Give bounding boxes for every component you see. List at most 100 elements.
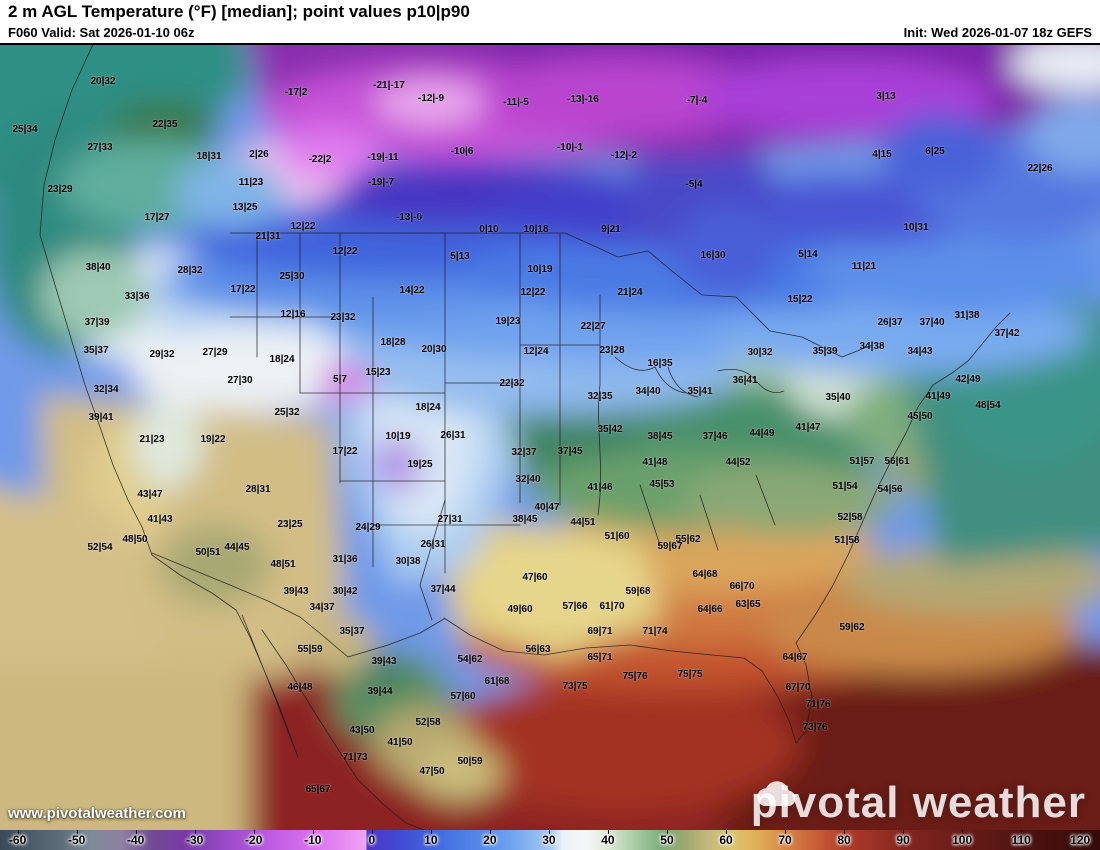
- point-value: 18|24: [415, 402, 441, 413]
- point-value: -19|-7: [367, 177, 395, 188]
- point-value: 49|60: [507, 604, 533, 615]
- point-value: 26|31: [440, 430, 466, 441]
- point-value: 51|54: [832, 481, 858, 492]
- point-value: 44|45: [224, 542, 250, 553]
- point-value: -19|-11: [367, 152, 399, 163]
- point-value: 31|38: [954, 310, 980, 321]
- colorbar-tickmark: [607, 830, 609, 834]
- map-borders: [39, 45, 1011, 830]
- point-value: 6|25: [925, 146, 945, 157]
- point-value: 30|42: [332, 586, 358, 597]
- point-value: 37|40: [919, 317, 945, 328]
- point-value: 22|32: [499, 378, 525, 389]
- point-value: 40|47: [534, 502, 560, 513]
- point-value: 55|59: [297, 644, 323, 655]
- colorbar-tick-label: 90: [896, 833, 910, 847]
- point-value: 61|68: [484, 676, 510, 687]
- colorbar-tickmark: [371, 830, 373, 834]
- point-value: 32|37: [511, 447, 537, 458]
- point-value: 51|60: [604, 531, 630, 542]
- point-value: 44|51: [570, 517, 596, 528]
- point-value: -13|-16: [567, 94, 599, 105]
- point-value: 26|37: [877, 317, 903, 328]
- point-value: -12|-9: [417, 93, 445, 104]
- point-value: 41|43: [147, 514, 173, 525]
- point-value: 24|29: [355, 522, 381, 533]
- point-value: 22|26: [1027, 163, 1053, 174]
- point-value: 19|23: [495, 316, 521, 327]
- point-value: 59|67: [657, 541, 683, 552]
- point-value: 0|10: [479, 224, 499, 235]
- point-value: 35|41: [687, 386, 713, 397]
- point-value: 52|54: [87, 542, 113, 553]
- point-value: 48|50: [122, 534, 148, 545]
- colorbar-tick-label: 70: [778, 833, 792, 847]
- init-time-label: Init: Wed 2026-01-07 18z GEFS: [903, 25, 1092, 40]
- colorbar-tick-label: 80: [837, 833, 851, 847]
- point-value: 39|44: [367, 686, 393, 697]
- point-value: 38|45: [647, 431, 673, 442]
- point-value: 41|48: [642, 457, 668, 468]
- point-value: 57|66: [562, 601, 588, 612]
- colorbar-tickmark: [312, 830, 314, 834]
- point-value: 37|44: [430, 584, 456, 595]
- point-value: 75|76: [622, 671, 648, 682]
- point-value: 50|59: [457, 756, 483, 767]
- point-value: 35|42: [597, 424, 623, 435]
- colorbar-tick-label: -30: [186, 833, 204, 847]
- point-value: 11|23: [238, 177, 264, 188]
- point-value: 56|61: [884, 456, 910, 467]
- point-value: 45|53: [649, 479, 675, 490]
- colorbar-tickmark: [194, 830, 196, 834]
- colorbar-tick-label: 0: [368, 833, 376, 847]
- point-value: 27|29: [202, 347, 228, 358]
- watermark-text: pivotal weather: [750, 778, 1086, 827]
- point-value: 5|7: [333, 374, 347, 385]
- colorbar-gradient: [0, 830, 1100, 850]
- point-value: 32|35: [587, 391, 613, 402]
- point-value: 25|30: [279, 271, 305, 282]
- colorbar-tickmark: [135, 830, 137, 834]
- point-value: 64|68: [692, 569, 718, 580]
- point-value: 21|24: [617, 287, 643, 298]
- point-value: 69|71: [587, 626, 613, 637]
- point-value: 39|43: [283, 586, 309, 597]
- colorbar-tickmark: [726, 830, 727, 834]
- point-value: 23|32: [330, 312, 356, 323]
- point-value: 61|70: [599, 601, 625, 612]
- point-value: 5|14: [798, 249, 818, 260]
- point-value: 41|46: [587, 482, 613, 493]
- point-value: -12|-2: [610, 150, 638, 161]
- colorbar-tick-label: 20: [483, 833, 497, 847]
- point-value: 59|62: [839, 622, 865, 633]
- point-value: 28|31: [245, 484, 271, 495]
- point-value: 57|60: [450, 691, 476, 702]
- colorbar-tickmark: [844, 830, 846, 834]
- point-value: -5|4: [685, 179, 703, 190]
- point-value: 12|22: [290, 221, 316, 232]
- point-value: 25|32: [274, 407, 300, 418]
- point-value: 37|46: [702, 431, 728, 442]
- colorbar-tick-label: -40: [126, 833, 145, 847]
- point-value: 34|43: [907, 346, 933, 357]
- map-canvas[interactable]: www.pivotalweather.com pivotal weather 2…: [0, 45, 1100, 830]
- point-value: 19|22: [200, 434, 226, 445]
- point-value: 15|23: [365, 367, 391, 378]
- point-value: 56|63: [525, 644, 551, 655]
- point-value: 11|21: [851, 261, 877, 272]
- colorbar-tick-label: 60: [719, 833, 733, 847]
- colorbar-tickmark: [76, 830, 78, 834]
- point-value: 18|24: [269, 354, 295, 365]
- point-value: 18|28: [380, 337, 406, 348]
- colorbar-tick-label: 30: [542, 833, 556, 847]
- point-value: 12|22: [520, 287, 546, 298]
- point-value: 17|27: [144, 212, 170, 223]
- point-value: 14|22: [399, 285, 425, 296]
- point-value: 42|49: [955, 374, 981, 385]
- point-value: 48|54: [975, 400, 1001, 411]
- point-value: 45|50: [907, 411, 933, 422]
- point-value: 3|13: [876, 91, 896, 102]
- point-value: 10|31: [903, 222, 929, 233]
- point-value: 51|57: [849, 456, 875, 467]
